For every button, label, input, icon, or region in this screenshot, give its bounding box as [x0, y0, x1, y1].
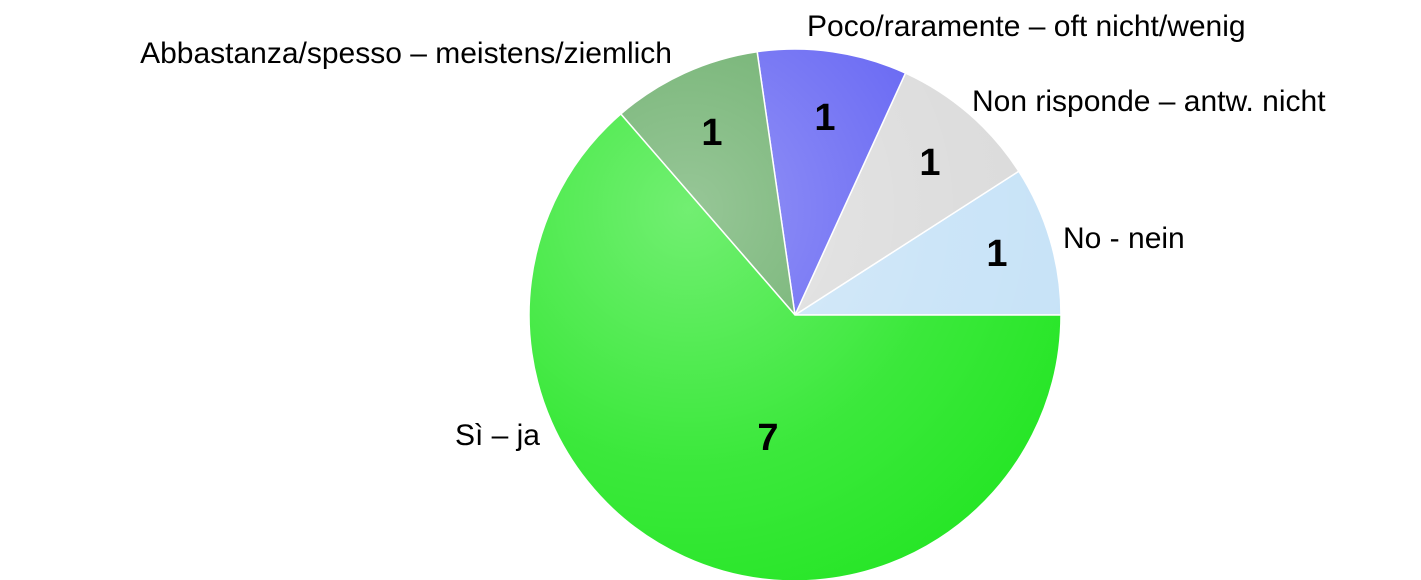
slice-label: Abbastanza/spesso – meistens/ziemlich — [140, 37, 672, 70]
value-label: 1 — [701, 112, 722, 154]
slice-label: Non risponde – antw. nicht — [972, 85, 1326, 118]
slice-label: Sì – ja — [455, 419, 540, 452]
value-label: 1 — [919, 142, 940, 184]
slice-label: No - nein — [1063, 222, 1185, 255]
slice-label: Poco/raramente – oft nicht/wenig — [807, 10, 1246, 43]
value-label: 1 — [814, 97, 835, 139]
value-label: 1 — [986, 233, 1007, 275]
value-label: 7 — [757, 417, 778, 459]
